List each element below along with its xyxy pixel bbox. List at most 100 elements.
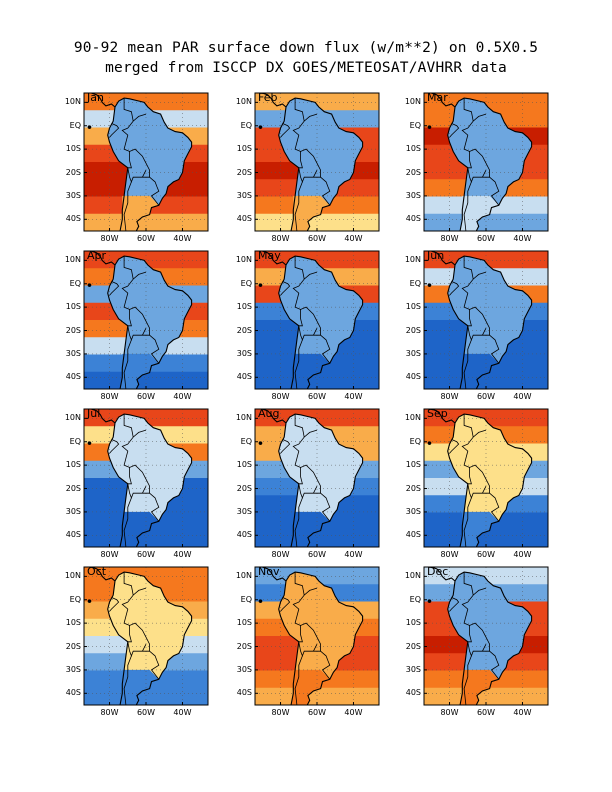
latitude-tick-label: 30S [405,348,421,358]
coastline [278,413,364,547]
latitude-tick-label: 10N [235,413,252,423]
latitude-tick-label: 10N [404,97,421,107]
ocean-flux-band [424,529,548,547]
latitude-tick-label: 30S [65,506,81,516]
country-border [280,439,291,454]
country-border [294,98,305,122]
latitude-tick-label: 30S [405,506,421,516]
country-border [467,309,472,327]
longitude-tick-label: 60W [476,392,496,401]
month-label: Jan [87,91,104,104]
latitude-tick-label: 10S [405,144,421,154]
latitude-tick-label: 10S [236,302,252,312]
longitude-tick-label: 60W [136,234,156,243]
map-plot-jan [83,92,209,232]
latitude-tick-label: 10N [235,97,252,107]
country-border [123,414,134,438]
map-plot-apr [83,250,209,390]
latitude-tick-label: EQ [240,594,252,604]
country-border [142,644,147,652]
latitude-tick-label: 10N [64,571,81,581]
country-border [294,655,303,705]
longitude-tick-label: 40W [173,708,192,717]
longitude-tick-label: 60W [476,708,496,717]
southern-cone-flux-fill [120,353,159,389]
latitude-tick-label: EQ [409,120,421,130]
latitude-tick-label: 20S [65,641,81,651]
latitude-tick-label: 40S [65,530,81,540]
latitude-tick-label: 30S [405,190,421,200]
latitude-tick-label: 30S [65,664,81,674]
country-border [461,113,500,206]
latitude-tick-label: 10N [235,255,252,265]
country-border [142,486,147,494]
country-border [298,309,303,327]
country-border [127,641,150,658]
country-border [463,414,474,438]
country-border [298,625,303,643]
ocean-flux-band [255,687,379,705]
map-panel-may: May 10N EQ 10S 20S 30S 40S 80W 60W 40W [236,249,380,401]
latitude-tick-label: 20S [405,167,421,177]
country-border [280,597,291,612]
country-border [463,655,472,705]
country-border [449,439,460,454]
longitude-tick-label: 40W [173,234,192,243]
latitude-tick-label: 20S [236,641,252,651]
southern-cone-flux-fill [291,669,330,705]
ocean-flux-band [84,687,208,705]
country-border [127,325,150,342]
latitude-tick-label: 30S [236,190,252,200]
longitude-tick-label: 80W [271,234,290,243]
longitude-tick-label: 40W [513,392,532,401]
country-border [463,98,474,122]
country-border [298,641,321,658]
latitude-tick-label: 30S [405,664,421,674]
longitude-tick-label: 80W [440,392,459,401]
month-label: Jul [87,407,101,420]
latitude-tick-label: 20S [65,325,81,335]
latitude-tick-label: 40S [236,530,252,540]
country-border [463,572,474,596]
coastline [278,255,364,389]
country-border [467,325,490,342]
longitude-tick-label: 40W [344,234,363,243]
ocean-flux-band [424,371,548,389]
country-border [109,597,120,612]
country-border [298,467,303,485]
longitude-tick-label: 80W [100,550,119,559]
map-plot-jul [83,408,209,548]
country-border [292,113,331,206]
latitude-tick-label: 10S [236,618,252,628]
longitude-tick-label: 40W [513,708,532,717]
longitude-tick-label: 60W [307,392,327,401]
country-border [467,641,490,658]
country-border [123,339,132,389]
longitude-tick-label: 60W [476,234,496,243]
country-border [127,467,132,485]
coastline [447,97,533,231]
country-border [123,497,132,547]
month-label: May [258,249,281,262]
latitude-tick-label: 10S [65,618,81,628]
latitude-tick-label: 10N [64,255,81,265]
ocean-flux-band [84,529,208,547]
latitude-tick-label: 10N [404,255,421,265]
latitude-tick-label: EQ [69,436,81,446]
coastline [278,571,364,705]
longitude-tick-label: 80W [440,708,459,717]
longitude-tick-label: 60W [476,550,496,559]
country-border [467,151,472,169]
map-plot-nov [254,566,380,706]
month-label: Mar [427,91,448,104]
country-border [463,181,472,231]
latitude-tick-label: 20S [236,483,252,493]
longitude-tick-label: 80W [440,550,459,559]
country-border [461,429,500,522]
latitude-tick-label: 20S [405,325,421,335]
latitude-tick-label: 40S [405,372,421,382]
latitude-tick-label: 10S [405,460,421,470]
southern-cone-flux-fill [460,195,499,231]
month-label: Oct [87,565,107,578]
map-panel-jan: Jan 10N EQ 10S 20S 30S 40S 80W 60W 40W [65,91,209,243]
